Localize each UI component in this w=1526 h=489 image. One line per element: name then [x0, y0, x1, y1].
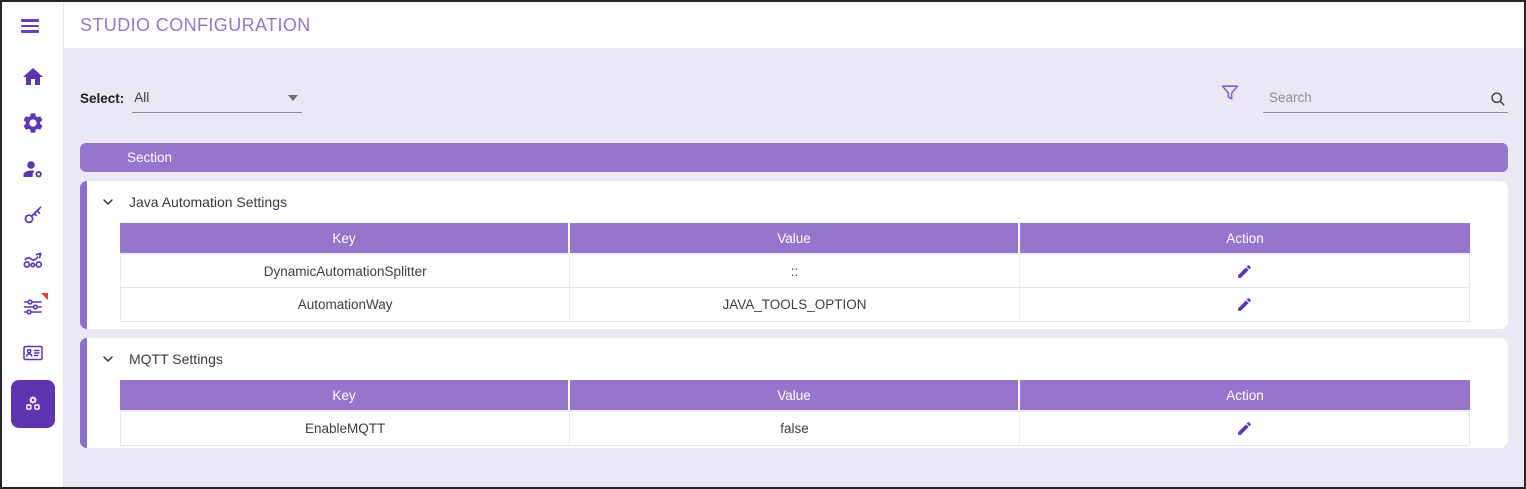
key-cell: AutomationWay — [121, 288, 571, 321]
alert-badge — [40, 293, 48, 300]
edit-pencil-icon — [1237, 422, 1251, 435]
edit-button[interactable] — [1231, 258, 1257, 284]
edit-pencil-icon — [1237, 264, 1251, 278]
sidebar-item-analytics[interactable] — [11, 240, 55, 282]
section-title: Java Automation Settings — [129, 194, 287, 210]
services-icon — [25, 396, 40, 410]
edit-button[interactable] — [1231, 416, 1257, 442]
sidebar-item-users[interactable] — [11, 148, 55, 190]
edit-pencil-icon — [1237, 298, 1251, 311]
section-header-bar: Section — [80, 143, 1508, 172]
chevron-down-icon — [103, 199, 113, 205]
table-row: DynamicAutomationSplitter :: — [121, 255, 1469, 288]
toolbar: Select: All — [80, 82, 1508, 113]
column-header-key: Key — [120, 380, 570, 410]
key-cell: DynamicAutomationSplitter — [121, 255, 571, 287]
filter-button[interactable] — [1219, 82, 1241, 113]
column-header-action: Action — [1020, 223, 1470, 253]
section-select[interactable]: All — [132, 90, 303, 113]
settings-table: Key Value Action EnableMQTT false — [120, 380, 1470, 446]
edit-button[interactable] — [1231, 292, 1257, 318]
section-header-label: Section — [127, 150, 173, 165]
home-icon — [22, 68, 43, 85]
settings-gear-icon — [23, 113, 42, 133]
top-bar: STUDIO CONFIGURATION — [64, 2, 1524, 48]
sidebar-item-id-card[interactable] — [11, 332, 55, 374]
collapse-toggle[interactable] — [99, 193, 117, 211]
table-row: EnableMQTT false — [121, 412, 1469, 445]
search-box — [1263, 88, 1508, 113]
id-card-icon — [22, 345, 43, 361]
table-row: AutomationWay JAVA_TOOLS_OPTION — [121, 288, 1469, 321]
analytics-icon — [22, 252, 42, 268]
action-cell — [1020, 255, 1469, 287]
section-select-group: Select: All — [80, 90, 303, 113]
dropdown-arrow-icon — [288, 94, 299, 101]
card-header: Java Automation Settings — [80, 181, 1508, 223]
action-cell — [1020, 288, 1469, 321]
filter-icon — [1221, 85, 1239, 100]
value-cell: JAVA_TOOLS_OPTION — [570, 288, 1020, 321]
manage-accounts-icon — [23, 161, 42, 178]
section-card-java-automation: Java Automation Settings Key Value Actio… — [80, 181, 1508, 329]
column-header-value: Value — [570, 223, 1020, 253]
sidebar-item-home[interactable] — [11, 56, 55, 98]
table-body: DynamicAutomationSplitter :: — [120, 253, 1470, 322]
content-area: Select: All — [64, 48, 1524, 487]
menu-icon[interactable] — [20, 14, 45, 38]
action-cell — [1020, 412, 1469, 445]
sidebar — [2, 2, 64, 487]
search-group — [1219, 82, 1508, 113]
table-body: EnableMQTT false — [120, 410, 1470, 446]
card-header: MQTT Settings — [80, 338, 1508, 380]
tune-icon — [23, 299, 42, 315]
sidebar-item-keys[interactable] — [11, 194, 55, 236]
select-value: All — [134, 90, 150, 105]
section-card-mqtt: MQTT Settings Key Value Action EnableMQT… — [80, 338, 1508, 448]
column-header-value: Value — [570, 380, 1020, 410]
chevron-down-icon — [103, 356, 113, 362]
sidebar-item-tune[interactable] — [11, 286, 55, 328]
section-title: MQTT Settings — [129, 351, 223, 367]
select-label: Select: — [80, 91, 125, 106]
value-cell: false — [570, 412, 1020, 445]
column-header-key: Key — [120, 223, 570, 253]
search-icon[interactable] — [1488, 89, 1508, 109]
value-cell: :: — [570, 255, 1020, 287]
table-header-row: Key Value Action — [120, 380, 1470, 410]
main-area: STUDIO CONFIGURATION Select: All — [64, 2, 1524, 487]
key-cell: EnableMQTT — [121, 412, 571, 445]
table-header-row: Key Value Action — [120, 223, 1470, 253]
sidebar-item-studio-configuration[interactable] — [10, 380, 55, 428]
settings-table: Key Value Action DynamicAutomationSplitt… — [120, 223, 1470, 322]
search-input[interactable] — [1263, 88, 1453, 109]
page-title: STUDIO CONFIGURATION — [80, 14, 311, 35]
column-header-action: Action — [1020, 380, 1470, 410]
key-icon — [24, 206, 41, 224]
collapse-toggle[interactable] — [99, 350, 117, 368]
sidebar-item-settings[interactable] — [11, 102, 55, 144]
